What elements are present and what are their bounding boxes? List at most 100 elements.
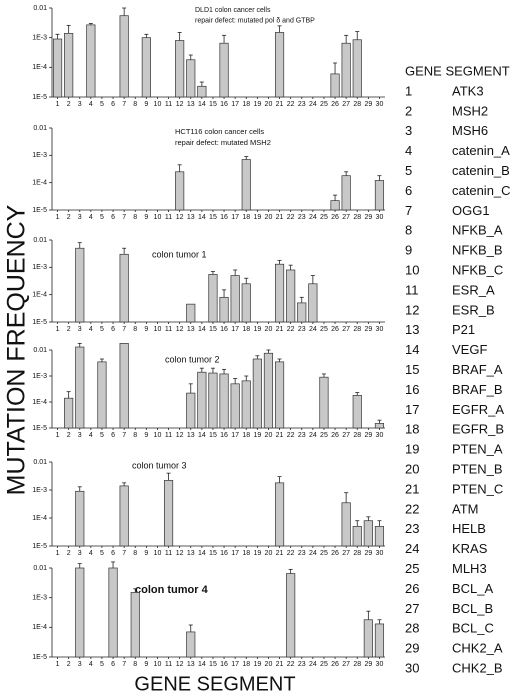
x-tick-label: 22 <box>287 550 295 557</box>
x-tick-label: 11 <box>165 214 172 221</box>
bar <box>64 397 74 429</box>
bar <box>297 302 307 323</box>
bar <box>119 343 129 429</box>
bar <box>286 573 296 658</box>
legend-number: 10 <box>405 263 419 278</box>
legend-number: 29 <box>405 641 419 656</box>
bar <box>241 380 251 429</box>
x-tick-label: 30 <box>376 214 384 221</box>
panel-title: colon tumor 3 <box>132 460 187 470</box>
legend-name: EGFR_B <box>452 422 504 437</box>
x-tick-label: 11 <box>165 101 172 108</box>
x-tick-label: 27 <box>342 661 350 668</box>
y-tick-label: 1E-4 <box>32 399 47 406</box>
x-tick-label: 3 <box>78 214 82 221</box>
x-tick-label: 25 <box>320 326 328 333</box>
x-tick-label: 30 <box>376 432 384 439</box>
bar <box>219 296 229 323</box>
bar <box>252 358 262 429</box>
legend-number: 20 <box>405 462 419 477</box>
panel-subtitle: repair defect: mutated pol δ and GTBP <box>195 17 315 24</box>
x-tick-label: 13 <box>187 326 195 333</box>
legend-name: KRAS <box>452 541 488 556</box>
legend-name: ATM <box>452 501 478 516</box>
bar <box>119 253 129 323</box>
x-tick-label: 25 <box>320 661 328 668</box>
legend-number: 30 <box>405 661 419 676</box>
x-tick-label: 4 <box>89 432 93 439</box>
x-tick-label: 12 <box>176 214 184 221</box>
bar <box>374 423 385 429</box>
bar <box>330 73 340 98</box>
x-tick-label: 23 <box>298 101 306 108</box>
x-tick-label: 7 <box>122 101 126 108</box>
x-tick-label: 19 <box>253 101 261 108</box>
x-tick-label: 4 <box>89 326 93 333</box>
bar <box>197 371 207 429</box>
legend-number: 12 <box>405 302 419 317</box>
x-tick-label: 26 <box>331 550 339 557</box>
x-tick-label: 5 <box>100 661 104 668</box>
x-tick-label: 16 <box>220 214 228 221</box>
x-tick-label: 24 <box>309 550 317 557</box>
legend-number: 8 <box>405 223 412 238</box>
x-tick-label: 14 <box>198 326 206 333</box>
x-tick-label: 9 <box>144 661 148 668</box>
x-tick-label: 21 <box>276 432 284 439</box>
legend-name: NFKB_A <box>452 223 503 238</box>
x-tick-label: 2 <box>67 432 71 439</box>
bar <box>341 42 351 98</box>
legend-number: 7 <box>405 203 412 218</box>
panel-title: colon tumor 1 <box>152 249 207 259</box>
legend-number: 13 <box>405 322 419 337</box>
x-tick-label: 13 <box>187 101 195 108</box>
legend-number: 28 <box>405 621 419 636</box>
x-tick-label: 27 <box>342 214 350 221</box>
x-tick-label: 10 <box>154 661 162 668</box>
bar <box>219 42 229 98</box>
bar <box>52 38 63 98</box>
y-tick-label: 1E-4 <box>32 292 47 299</box>
x-tick-label: 25 <box>320 214 328 221</box>
panel-title: colon tumor 2 <box>165 354 220 364</box>
x-tick-label: 16 <box>220 432 228 439</box>
legend-name: MSH2 <box>452 103 488 118</box>
y-tick-label: 1E-5 <box>32 654 47 661</box>
x-tick-label: 10 <box>154 326 162 333</box>
y-tick-label: 1E-4 <box>32 180 47 187</box>
y-tick-label: 1E-3 <box>32 35 47 42</box>
x-tick-label: 6 <box>111 661 115 668</box>
bar <box>274 482 285 547</box>
x-tick-label: 15 <box>209 101 217 108</box>
legend-name: P21 <box>452 322 475 337</box>
legend-name: BRAF_A <box>452 362 503 377</box>
legend-name: EGFR_A <box>452 402 504 417</box>
bar <box>263 352 274 429</box>
bar <box>186 303 196 323</box>
bar <box>175 40 185 98</box>
x-tick-label: 10 <box>154 214 162 221</box>
legend-name: NFKB_C <box>452 263 503 278</box>
bar <box>208 372 218 429</box>
x-tick-label: 21 <box>276 101 284 108</box>
bar <box>75 490 85 547</box>
legend-number: 19 <box>405 442 419 457</box>
x-tick-label: 12 <box>176 101 184 108</box>
x-tick-label: 12 <box>176 432 184 439</box>
x-tick-label: 24 <box>309 101 317 108</box>
x-tick-label: 24 <box>309 661 317 668</box>
x-tick-label: 19 <box>253 432 261 439</box>
x-tick-label: 3 <box>78 661 82 668</box>
y-tick-label: 1E-3 <box>32 595 47 602</box>
bar <box>352 39 362 98</box>
x-tick-label: 19 <box>253 326 261 333</box>
x-tick-label: 10 <box>154 101 162 108</box>
x-tick-label: 3 <box>78 101 82 108</box>
bar <box>163 480 174 547</box>
x-tick-label: 25 <box>320 432 328 439</box>
legend-number: 15 <box>405 362 419 377</box>
x-tick-label: 28 <box>353 661 361 668</box>
y-tick-label: 0.01 <box>33 125 47 132</box>
bar <box>352 526 362 547</box>
